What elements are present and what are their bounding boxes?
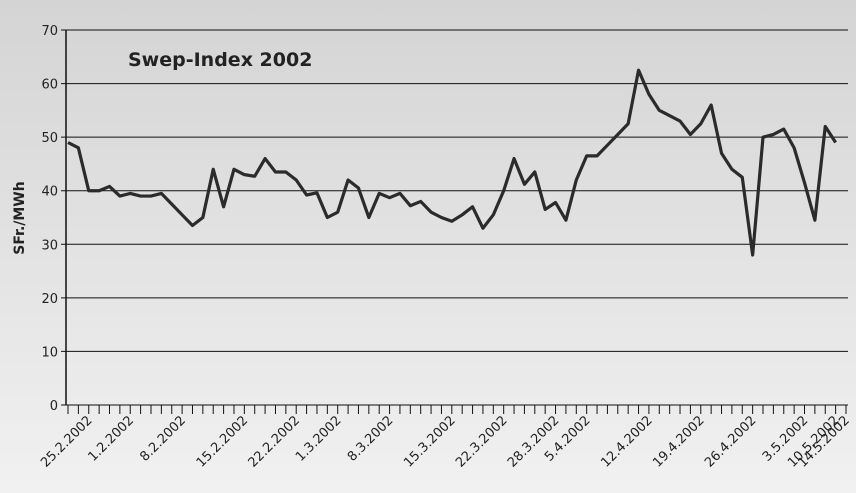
- y-tick-label: 50: [41, 131, 58, 146]
- y-tick-label: 60: [41, 78, 58, 93]
- line: [67, 68, 837, 257]
- y-tick-label: 0: [50, 399, 58, 414]
- y-tick-label: 70: [41, 24, 58, 39]
- chart-title: Swep-Index 2002: [128, 49, 312, 71]
- y-tick-label: 20: [41, 292, 58, 307]
- y-tick-label: 10: [41, 345, 58, 360]
- y-tick-label: 40: [41, 185, 58, 200]
- y-axis-label: SFr./MWh: [12, 181, 28, 254]
- y-tick-label: 30: [41, 238, 58, 253]
